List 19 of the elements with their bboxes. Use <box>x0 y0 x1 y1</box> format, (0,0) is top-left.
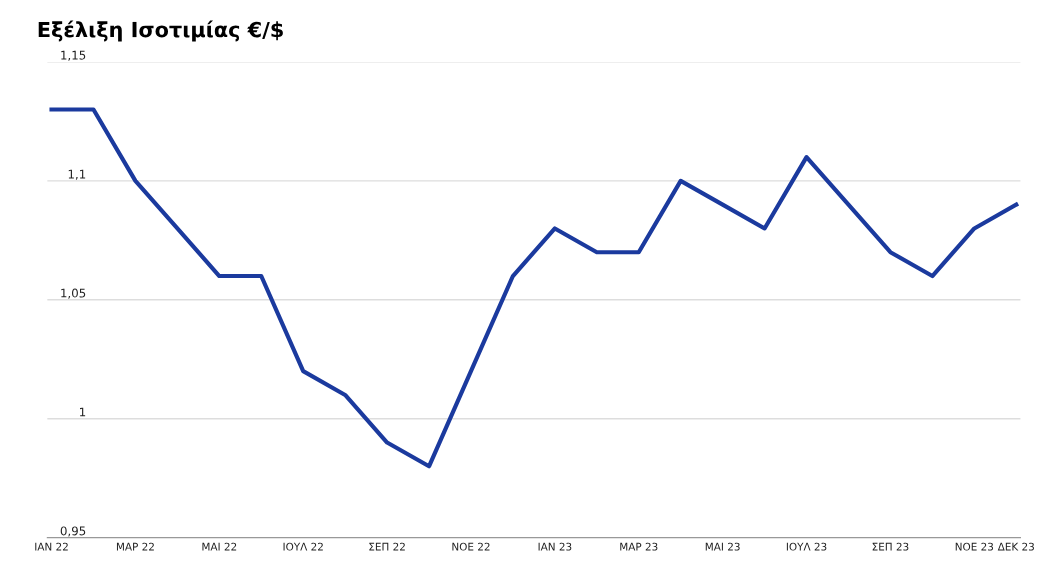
x-tick-label: ΝΟΕ 23 <box>955 542 994 551</box>
x-tick-label: ΣΕΠ 23 <box>872 542 909 551</box>
x-tick-label: ΜΑΙ 23 <box>705 542 740 551</box>
x-tick-label: ΙΟΥΛ 23 <box>786 542 827 551</box>
x-tick-label: ΝΟΕ 22 <box>452 542 490 551</box>
x-tick-label: ΣΕΠ 22 <box>369 542 405 551</box>
x-tick-label: ΔΕΚ 23 <box>997 542 1034 551</box>
x-tick-label: ΜΑΡ 22 <box>116 542 154 551</box>
y-tick-label: 1,1 <box>68 169 86 180</box>
y-tick-label: 1 <box>80 407 86 417</box>
x-tick-label: ΙΑΝ 23 <box>538 542 572 551</box>
y-tick-label: 1,15 <box>61 50 86 61</box>
x-tick-label: ΜΑΙ 22 <box>202 542 237 551</box>
x-tick-label: ΜΑΡ 23 <box>620 542 658 551</box>
x-tick-label: ΙΟΥΛ 22 <box>283 542 323 551</box>
y-tick-label: 0,95 <box>60 526 86 537</box>
x-tick-label: ΙΑΝ 22 <box>35 542 68 551</box>
y-tick-label: 1,05 <box>61 288 86 299</box>
chart-title: Εξέλιξη Ισοτιμίας €/$ <box>38 20 283 42</box>
